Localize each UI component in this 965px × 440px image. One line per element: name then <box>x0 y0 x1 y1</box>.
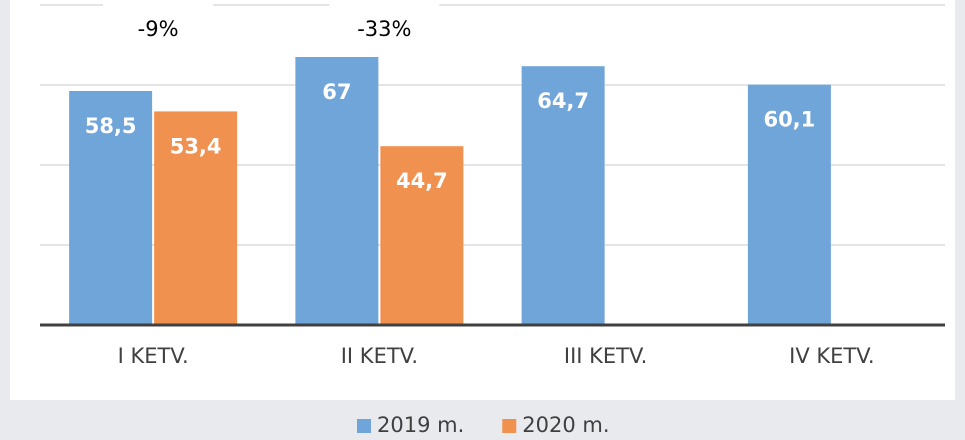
legend-swatch <box>357 419 371 433</box>
legend-label: 2020 m. <box>522 413 609 437</box>
data-label: 60,1 <box>763 108 815 132</box>
bar <box>747 84 831 325</box>
annotation: -33% <box>357 17 411 41</box>
bar <box>154 111 238 326</box>
data-label: 67 <box>322 80 351 104</box>
bar <box>295 57 379 325</box>
x-tick-label: II KETV. <box>341 344 418 368</box>
x-tick-label: III KETV. <box>564 344 647 368</box>
bar <box>69 91 153 325</box>
bar <box>380 146 464 325</box>
legend-swatch <box>502 419 517 433</box>
data-label: 44,7 <box>396 169 448 193</box>
annotation-box <box>103 0 214 46</box>
x-tick-label: I KETV. <box>118 344 189 368</box>
data-label: 58,5 <box>85 114 137 138</box>
legend-label: 2019 m. <box>377 413 464 437</box>
annotation-box <box>329 0 440 46</box>
data-label: 64,7 <box>537 89 589 113</box>
data-label: 53,4 <box>170 134 222 158</box>
annotation: -9% <box>138 17 179 41</box>
x-tick-label: IV KETV. <box>789 344 874 368</box>
bar <box>521 66 605 325</box>
